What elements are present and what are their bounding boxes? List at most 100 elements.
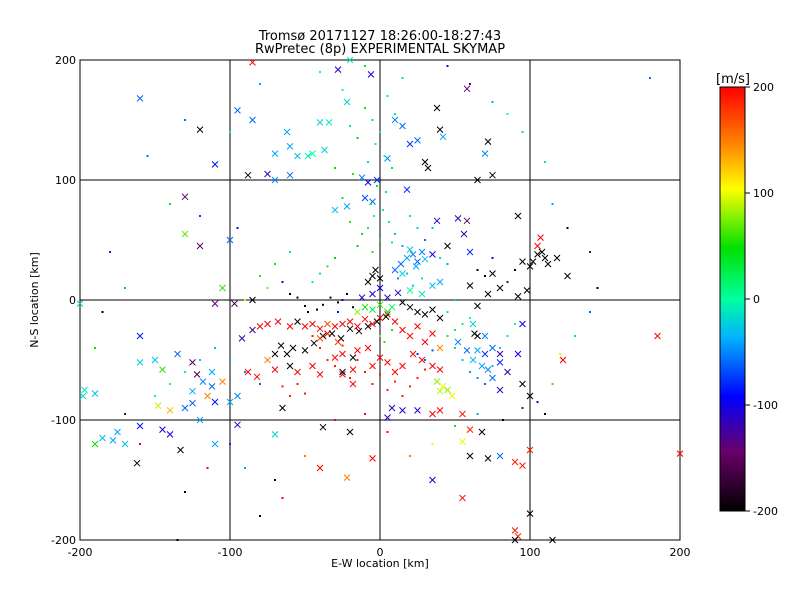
data-point-dot	[424, 368, 426, 371]
data-point-dot	[244, 467, 246, 469]
data-point-cross	[358, 174, 366, 181]
data-point-cross	[372, 266, 379, 274]
y-tick-label: -100	[51, 414, 76, 427]
data-point-cross	[406, 303, 414, 311]
data-point-dot	[388, 221, 390, 223]
data-point-cross	[339, 350, 346, 358]
data-point-cross	[403, 186, 411, 193]
data-point-cross	[211, 300, 219, 307]
data-point-cross	[373, 318, 381, 325]
data-point-dot	[334, 257, 336, 259]
data-point-dot	[469, 83, 471, 85]
data-point-cross	[367, 71, 375, 78]
data-point-dot	[289, 395, 291, 397]
data-point-dot	[491, 257, 494, 259]
data-point-cross	[376, 301, 384, 309]
data-point-cross	[354, 323, 361, 330]
data-point-dot	[376, 185, 378, 187]
data-point-cross	[514, 350, 522, 358]
data-point-dot	[383, 341, 386, 343]
data-point-dot	[502, 419, 504, 421]
data-point-dot	[361, 233, 363, 235]
data-point-dot	[409, 215, 411, 217]
data-point-cross	[193, 371, 201, 378]
data-point-cross	[376, 284, 384, 292]
data-point-dot	[424, 359, 426, 361]
data-point-dot	[371, 251, 374, 253]
data-point-dot	[229, 359, 231, 361]
data-point-dot	[319, 272, 321, 275]
data-point-cross	[454, 215, 462, 222]
data-point-cross	[76, 300, 84, 307]
data-point-cross	[249, 296, 256, 304]
data-point-cross	[369, 306, 376, 313]
x-axis-label: E-W location [km]	[331, 557, 429, 570]
data-point-dot	[319, 347, 321, 349]
data-point-dot	[371, 119, 374, 121]
data-point-cross	[339, 320, 346, 328]
data-point-cross	[471, 330, 478, 337]
data-point-dot	[454, 329, 456, 331]
data-point-cross	[403, 254, 411, 262]
data-point-dot	[322, 303, 324, 306]
data-point-dot	[146, 155, 149, 157]
data-point-cross	[244, 368, 252, 376]
data-point-dot	[469, 371, 471, 373]
data-point-cross	[136, 422, 144, 430]
data-point-cross	[211, 440, 219, 448]
colorbar-tick-label: -200	[753, 505, 778, 518]
data-point-cross	[466, 426, 474, 433]
y-tick-label: 200	[55, 54, 76, 67]
data-point-cross	[534, 242, 541, 250]
data-point-cross	[544, 260, 552, 268]
y-tick-label: 100	[55, 174, 76, 187]
data-point-cross	[289, 344, 297, 352]
data-point-cross	[406, 246, 414, 253]
data-point-cross	[249, 326, 256, 334]
data-point-cross	[484, 290, 492, 298]
data-point-dot	[544, 413, 546, 415]
data-point-dot	[446, 311, 449, 313]
data-point-cross	[91, 390, 99, 397]
data-point-cross	[444, 386, 451, 394]
data-point-cross	[331, 206, 339, 214]
data-point-cross	[226, 236, 234, 244]
data-point-cross	[264, 356, 271, 364]
data-point-cross	[219, 284, 226, 292]
data-point-dot	[304, 392, 306, 395]
data-point-cross	[294, 318, 301, 325]
data-point-dot	[184, 491, 186, 493]
data-point-cross	[166, 431, 174, 438]
data-point-cross	[136, 332, 144, 340]
data-point-dot	[379, 131, 381, 133]
data-point-dot	[334, 365, 336, 367]
data-point-cross	[399, 122, 406, 130]
data-point-cross	[496, 284, 504, 292]
data-point-cross	[429, 251, 436, 258]
data-point-cross	[151, 356, 159, 364]
data-point-dot	[469, 317, 471, 319]
data-point-dot	[352, 306, 354, 309]
data-point-dot	[139, 443, 141, 445]
data-point-cross	[271, 350, 279, 358]
data-point-cross	[133, 459, 141, 467]
data-point-cross	[523, 287, 531, 294]
data-point-dot	[551, 383, 554, 385]
data-point-cross	[199, 378, 207, 385]
data-point-cross	[361, 315, 369, 323]
data-point-dot	[229, 443, 231, 445]
data-point-cross	[448, 392, 456, 400]
data-point-dot	[446, 263, 449, 265]
data-point-dot	[94, 347, 96, 349]
data-point-cross	[136, 95, 144, 102]
data-point-cross	[181, 193, 189, 201]
data-point-dot	[416, 227, 419, 229]
data-point-dot	[391, 329, 393, 331]
data-point-cross	[234, 392, 241, 400]
data-point-dot	[266, 287, 269, 289]
data-point-dot	[589, 251, 591, 253]
data-point-dot	[259, 275, 261, 277]
data-point-dot	[364, 65, 366, 67]
data-point-dot	[394, 113, 396, 115]
data-point-cross	[526, 446, 534, 454]
